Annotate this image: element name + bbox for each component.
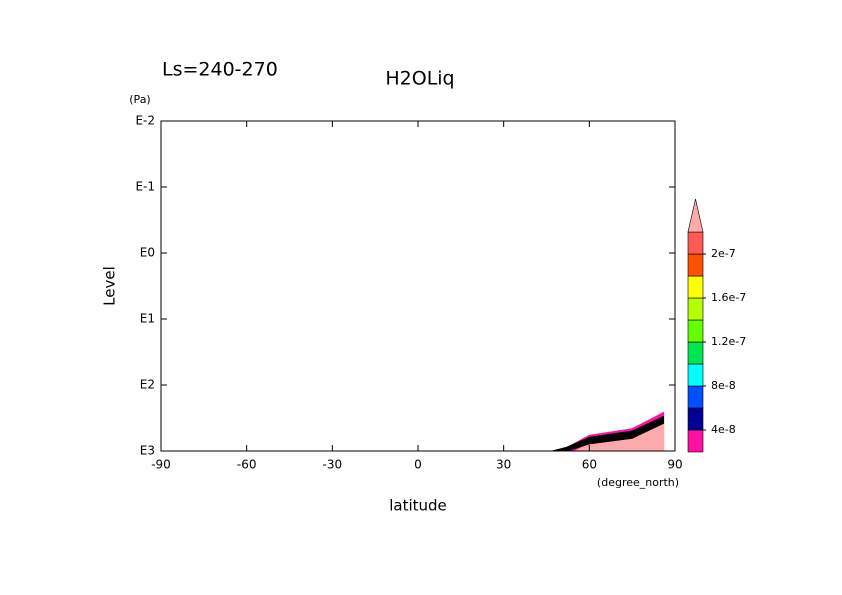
x-tick-label: 30 — [496, 458, 511, 472]
colorbar-box — [687, 297, 704, 321]
plot-frame — [160, 120, 676, 452]
colorbar-box — [687, 253, 704, 277]
colorbar-box — [687, 385, 704, 409]
y-tick-label: E0 — [140, 246, 155, 260]
colorbar-label: 1.2e-7 — [711, 335, 746, 348]
y-tick-label: E-2 — [135, 114, 155, 128]
colorbar-box — [687, 275, 704, 299]
colorbar-label: 4e-8 — [711, 423, 736, 436]
colorbar-box — [687, 429, 704, 453]
colorbar-extension — [687, 198, 704, 233]
x-tick-label: 0 — [414, 458, 422, 472]
y-tick-label: E2 — [140, 378, 155, 392]
colorbar-label: 2e-7 — [711, 247, 736, 260]
x-tick-label: -30 — [323, 458, 343, 472]
y-tick-label: E-1 — [135, 180, 155, 194]
colorbar-box — [687, 363, 704, 387]
contour-region — [552, 415, 665, 452]
colorbar-box — [687, 231, 704, 255]
x-unit: (degree_north) — [597, 476, 679, 489]
y-tick-label: E1 — [140, 312, 155, 326]
x-tick-label: -60 — [237, 458, 257, 472]
colorbar-label: 1.6e-7 — [711, 291, 746, 304]
subtitle: Ls=240-270 — [162, 59, 278, 81]
x-tick-label: -90 — [151, 458, 171, 472]
y-tick-label: E3 — [140, 444, 155, 458]
y-unit: (Pa) — [129, 93, 150, 106]
colorbar-label: 8e-8 — [711, 379, 736, 392]
x-tick-label: 90 — [667, 458, 682, 472]
chart-title: H2OLiq — [385, 68, 454, 90]
y-axis-label: Level — [101, 266, 119, 306]
x-tick-label: 60 — [582, 458, 597, 472]
colorbar-box — [687, 407, 704, 431]
colorbar-box — [687, 341, 704, 365]
colorbar-box — [687, 319, 704, 343]
x-axis-label: latitude — [389, 497, 447, 515]
